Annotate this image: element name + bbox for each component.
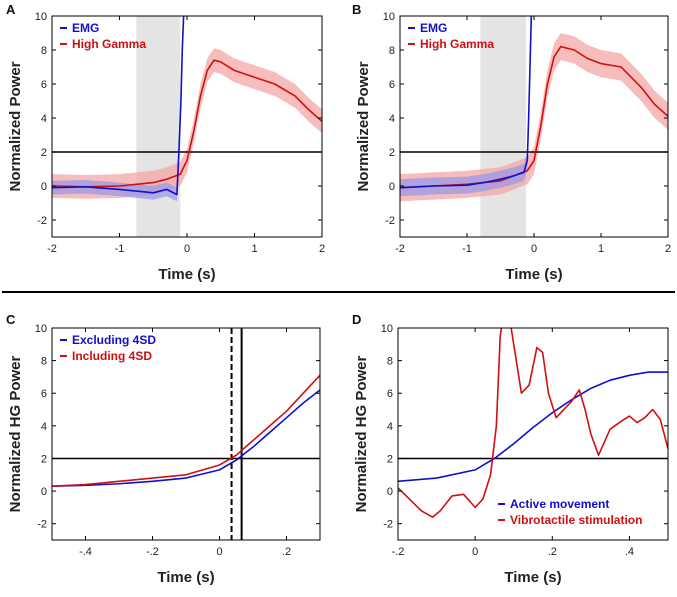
y-tick-label: 4 (387, 421, 393, 433)
series-line-emg (52, 16, 185, 196)
y-axis-title: Normalized HG Power (353, 355, 370, 512)
series-line-active-movement (398, 371, 668, 483)
panel-letter: B (352, 2, 361, 17)
legend-label: Vibrotactile stimulation (510, 513, 642, 527)
panel-d: -.2 0 .2 .4 -2 0 2 4 6 8 10 Time (s) Normalized HG P… (352, 312, 669, 586)
legend-label: High Gamma (72, 37, 146, 51)
legend: EMG High Gamma (408, 21, 494, 51)
y-tick-label: 6 (41, 388, 47, 400)
y-tick-label: -2 (385, 215, 395, 227)
legend-label: EMG (420, 21, 447, 35)
y-tick-label: 8 (41, 356, 47, 368)
x-tick-label: 0 (472, 546, 478, 558)
y-tick-label: 2 (41, 453, 47, 465)
y-tick-label: 6 (389, 79, 395, 91)
legend-label: High Gamma (420, 37, 494, 51)
baseline-window (136, 16, 181, 237)
series-band-emg (400, 16, 532, 197)
y-tick-label: 0 (389, 181, 395, 193)
x-tick-label: 0 (184, 243, 190, 255)
y-tick-label: 8 (389, 45, 395, 57)
y-tick-label: 6 (41, 79, 47, 91)
y-tick-label: 6 (387, 388, 393, 400)
legend-label: Excluding 4SD (72, 333, 156, 347)
y-axis-title: Normalized HG Power (7, 355, 24, 512)
x-tick-label: -1 (115, 243, 125, 255)
y-tick-label: 10 (35, 323, 47, 335)
legend-label: Including 4SD (72, 349, 152, 363)
axes-frame (51, 327, 321, 541)
axes-frame (397, 327, 669, 541)
plot-area (52, 16, 322, 237)
series-band-emg (52, 16, 185, 202)
x-tick-label: -2 (47, 243, 57, 255)
x-tick-label: -1 (462, 243, 472, 255)
legend-label: EMG (72, 21, 99, 35)
y-axis-title: Normalized Power (355, 61, 372, 191)
x-tick-label: 2 (319, 243, 325, 255)
x-tick-label: 1 (251, 243, 257, 255)
y-tick-label: 0 (41, 181, 47, 193)
y-tick-label: 2 (389, 147, 395, 159)
baseline-window (480, 16, 526, 237)
plot-area (52, 328, 320, 540)
y-tick-label: 8 (387, 356, 393, 368)
x-tick-label: -.2 (392, 546, 405, 558)
y-tick-label: -2 (37, 519, 47, 531)
y-tick-label: 10 (381, 323, 393, 335)
plot-area (398, 328, 668, 518)
y-tick-label: 8 (41, 45, 47, 57)
x-axis-title: Time (s) (158, 266, 215, 283)
x-tick-label: -.4 (79, 546, 92, 558)
y-tick-label: 0 (41, 486, 47, 498)
series-line-emg (400, 16, 533, 189)
series-band-high-gamma (400, 33, 668, 202)
y-tick-label: -2 (37, 215, 47, 227)
legend: Active movement Vibrotactile stimulation (498, 497, 642, 527)
y-axis-title: Normalized Power (7, 61, 24, 191)
x-tick-label: .2 (282, 546, 291, 558)
x-tick-label: 0 (531, 243, 537, 255)
x-tick-label: -2 (395, 243, 405, 255)
panel-letter: A (6, 2, 16, 17)
series-line-excluding-4sd (52, 389, 320, 487)
series-line-including-4sd (52, 374, 320, 487)
y-tick-label: 10 (35, 11, 47, 23)
y-tick-label: 10 (383, 11, 395, 23)
x-tick-label: 1 (598, 243, 604, 255)
y-tick-label: -2 (383, 519, 393, 531)
x-tick-label: 0 (216, 546, 222, 558)
y-tick-label: 4 (389, 113, 395, 125)
series-band-high-gamma (52, 48, 322, 199)
x-axis-title: Time (s) (505, 266, 562, 283)
legend: Excluding 4SD Including 4SD (60, 333, 156, 363)
x-axis-title: Time (s) (504, 569, 561, 586)
panel-letter: C (6, 312, 16, 327)
x-tick-label: 2 (665, 243, 671, 255)
plot-area (400, 16, 668, 237)
x-tick-label: .4 (625, 546, 634, 558)
y-tick-label: 4 (41, 113, 47, 125)
series-line-high-gamma (52, 59, 322, 188)
y-tick-label: 2 (41, 147, 47, 159)
y-tick-label: 2 (387, 453, 393, 465)
x-tick-label: .2 (548, 546, 557, 558)
panel-b: -2 -1 0 1 2 -2 0 2 4 6 8 10 Time (s) Normalized Power… (352, 2, 671, 283)
legend: EMG High Gamma (60, 21, 146, 51)
y-tick-label: 0 (387, 486, 393, 498)
legend-label: Active movement (510, 497, 609, 511)
panel-letter: D (352, 312, 361, 327)
x-axis-title: Time (s) (157, 569, 214, 586)
x-tick-label: -.2 (146, 546, 159, 558)
panel-c: -.4 -.2 0 .2 -2 0 2 4 6 8 10 Time (s) Normalized HG … (6, 312, 321, 586)
panel-a: -2 -1 0 1 2 -2 0 2 4 6 8 10 Time (s) Normalized Power… (6, 2, 325, 283)
y-tick-label: 4 (41, 421, 47, 433)
series-line-vibrotactile-stimulation (398, 328, 668, 518)
